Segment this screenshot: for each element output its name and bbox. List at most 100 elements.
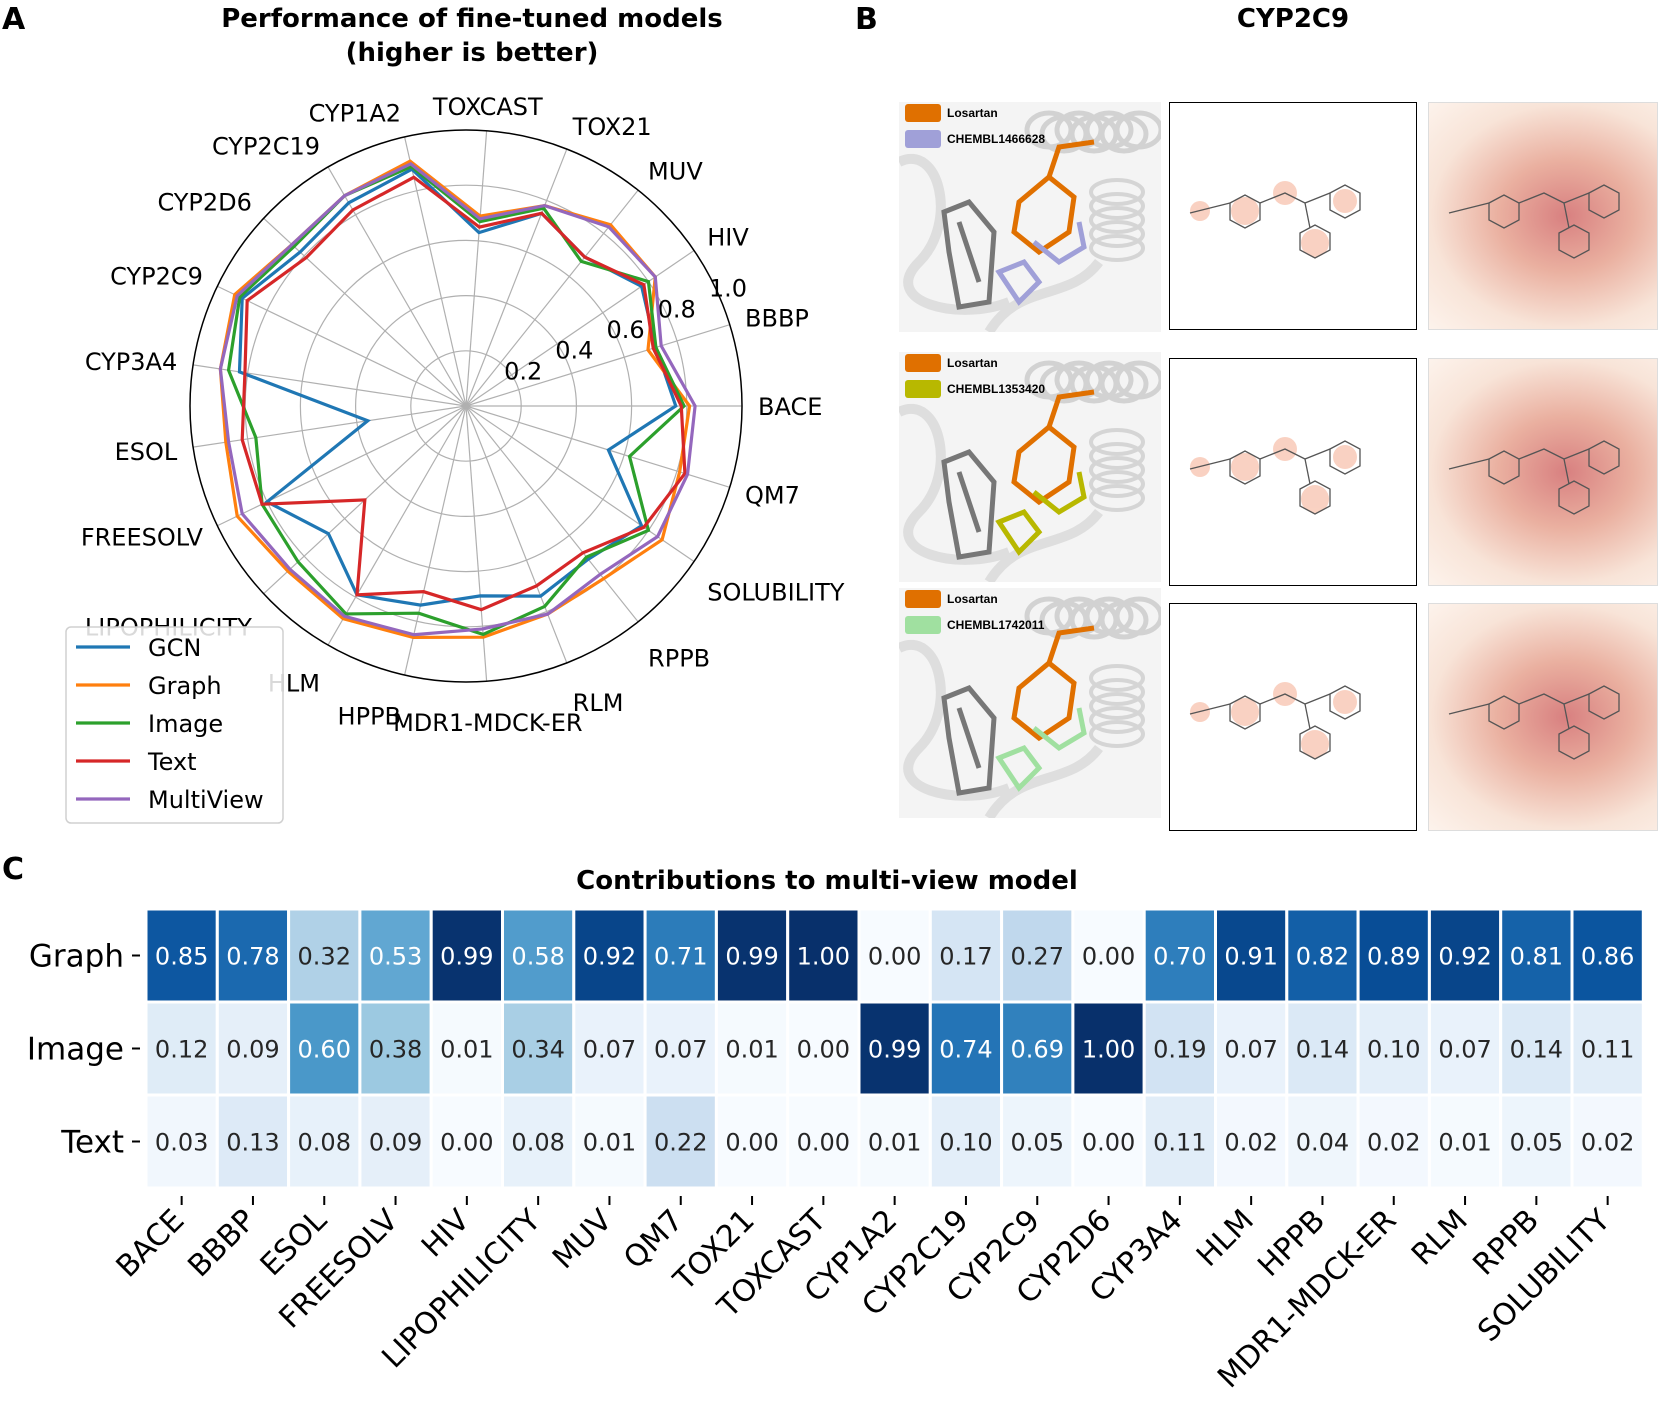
cell-value: 0.00 bbox=[868, 943, 921, 971]
protein-ribbon-icon bbox=[899, 360, 1161, 582]
cell-value: 0.00 bbox=[725, 1129, 778, 1157]
heatmap-cell bbox=[1214, 1093, 1289, 1190]
heatmap-cell bbox=[928, 1093, 1004, 1190]
cell-value: 1.00 bbox=[797, 943, 850, 971]
cell-value: 0.00 bbox=[797, 1036, 850, 1064]
radar-chart: 0.2 0.4 0.6 0.8 1.0 BACE BBBP HIV MUV TOX21 TOXCAS… bbox=[65, 93, 845, 824]
cell-value: 0.92 bbox=[1438, 943, 1491, 971]
angular-grid-line bbox=[217, 405, 467, 527]
axis-label: QM7 bbox=[745, 482, 800, 510]
legend-ligand: CHEMBL1742011 bbox=[905, 616, 1044, 634]
heatmap-cell bbox=[215, 1093, 291, 1190]
angular-grid-line bbox=[192, 405, 467, 448]
panel-label-b: B bbox=[855, 2, 878, 37]
cell-value: 0.69 bbox=[1011, 1036, 1064, 1064]
axis-label: SOLUBILITY bbox=[707, 579, 845, 607]
reference-swatch bbox=[905, 104, 941, 122]
angular-grid-line bbox=[403, 136, 467, 407]
column-label: HLM bbox=[1190, 1203, 1261, 1274]
cell-value: 0.00 bbox=[1082, 1129, 1135, 1157]
protein-ribbon-icon bbox=[899, 110, 1161, 332]
protein-ribbon-icon bbox=[899, 596, 1161, 818]
axis-label: FREESOLV bbox=[81, 524, 204, 552]
heatmap-cell bbox=[857, 1000, 932, 1097]
heatmap-title: Contributions to multi-view model bbox=[576, 866, 1078, 896]
ligand-label: CHEMBL1742011 bbox=[947, 618, 1045, 632]
legend-label: Image bbox=[148, 710, 223, 738]
cell-value: 0.34 bbox=[511, 1036, 564, 1064]
heatmap-cell bbox=[1142, 907, 1217, 1004]
series-line-text bbox=[240, 175, 687, 612]
column-label: RLM bbox=[1405, 1203, 1475, 1273]
angular-grid-line bbox=[263, 217, 467, 407]
docking-pose-image: Losartan CHEMBL1742011 bbox=[899, 588, 1161, 818]
heatmap-cell bbox=[358, 1093, 433, 1190]
cell-value: 0.92 bbox=[583, 943, 636, 971]
cell-value: 0.00 bbox=[440, 1129, 493, 1157]
radial-tick-label: 0.2 bbox=[504, 357, 542, 385]
heatmap-cell bbox=[144, 1000, 219, 1097]
column-label: BBBP bbox=[181, 1203, 262, 1284]
series-line-multiview bbox=[218, 161, 697, 637]
reference-label: Losartan bbox=[947, 592, 998, 606]
legend-ligand: CHEMBL1353420 bbox=[905, 380, 1045, 398]
cell-value: 0.00 bbox=[797, 1129, 850, 1157]
angular-grid-line bbox=[327, 405, 467, 646]
legend-reference: Losartan bbox=[905, 354, 998, 372]
cell-value: 0.01 bbox=[440, 1036, 493, 1064]
axis-label: CYP2D6 bbox=[157, 188, 252, 216]
axis-label: HIV bbox=[707, 223, 749, 251]
axis-label: ESOL bbox=[115, 438, 178, 466]
cell-value: 0.22 bbox=[654, 1129, 707, 1157]
legend-reference: Losartan bbox=[905, 590, 998, 608]
cell-value: 0.17 bbox=[939, 943, 992, 971]
docking-pose-image: Losartan CHEMBL1353420 bbox=[899, 352, 1161, 582]
cell-value: 0.82 bbox=[1296, 943, 1349, 971]
panel-label-c: C bbox=[2, 852, 25, 887]
docking-pose-image: Losartan CHEMBL1466628 bbox=[899, 102, 1161, 332]
cell-value: 0.91 bbox=[1224, 943, 1277, 971]
heatmap-cell bbox=[1285, 1093, 1360, 1190]
cell-value: 0.02 bbox=[1367, 1129, 1420, 1157]
legend: GCN Graph Image Text MultiView bbox=[65, 626, 284, 824]
heatmap-cell bbox=[287, 1093, 362, 1190]
radar-outer-circle bbox=[189, 129, 743, 683]
column-label: MUV bbox=[546, 1203, 619, 1276]
panel-label-a: A bbox=[2, 2, 26, 37]
heatmap-cell bbox=[1000, 907, 1075, 1004]
angular-grid-line bbox=[465, 148, 568, 407]
heatmap-cell bbox=[643, 1000, 718, 1097]
ligand-swatch bbox=[905, 380, 941, 398]
heatmap-chart: Graph 0.85 0.78 0.32 0.53 0.99 0.58 0.92 0.71 0.9… bbox=[27, 907, 1645, 1395]
legend-label: Graph bbox=[148, 672, 222, 700]
cell-value: 0.07 bbox=[1438, 1036, 1491, 1064]
cell-value: 0.89 bbox=[1367, 943, 1420, 971]
cell-value: 0.09 bbox=[226, 1036, 279, 1064]
axis-label: CYP3A4 bbox=[85, 348, 177, 376]
cell-value: 0.11 bbox=[1581, 1036, 1634, 1064]
cell-value: 0.02 bbox=[1224, 1129, 1277, 1157]
panel-b-title: CYP2C9 bbox=[1236, 4, 1350, 34]
angular-grid-line bbox=[465, 405, 568, 664]
cell-value: 0.02 bbox=[1581, 1129, 1634, 1157]
angular-grid-line bbox=[465, 405, 695, 562]
heatmap-cell bbox=[857, 907, 932, 1004]
cell-value: 0.07 bbox=[583, 1036, 636, 1064]
cell-value: 0.78 bbox=[226, 943, 279, 971]
heatmap-cell bbox=[928, 1000, 1004, 1097]
cell-value: 0.13 bbox=[226, 1129, 279, 1157]
heatmap-cell bbox=[287, 907, 362, 1004]
axis-label: TOXCAST bbox=[432, 93, 543, 121]
cell-value: 0.01 bbox=[1438, 1129, 1491, 1157]
reference-label: Losartan bbox=[947, 356, 998, 370]
ligand-swatch bbox=[905, 130, 941, 148]
cell-value: 0.08 bbox=[511, 1129, 564, 1157]
cell-value: 0.85 bbox=[155, 943, 208, 971]
cell-value: 0.14 bbox=[1296, 1036, 1349, 1064]
cell-value: 0.01 bbox=[725, 1036, 778, 1064]
cell-value: 0.19 bbox=[1153, 1036, 1206, 1064]
cell-value: 0.38 bbox=[369, 1036, 422, 1064]
cell-value: 0.05 bbox=[1011, 1129, 1064, 1157]
radar-title: Performance of fine-tuned models bbox=[221, 4, 723, 34]
attention-heatmap-structure bbox=[1428, 603, 1658, 831]
